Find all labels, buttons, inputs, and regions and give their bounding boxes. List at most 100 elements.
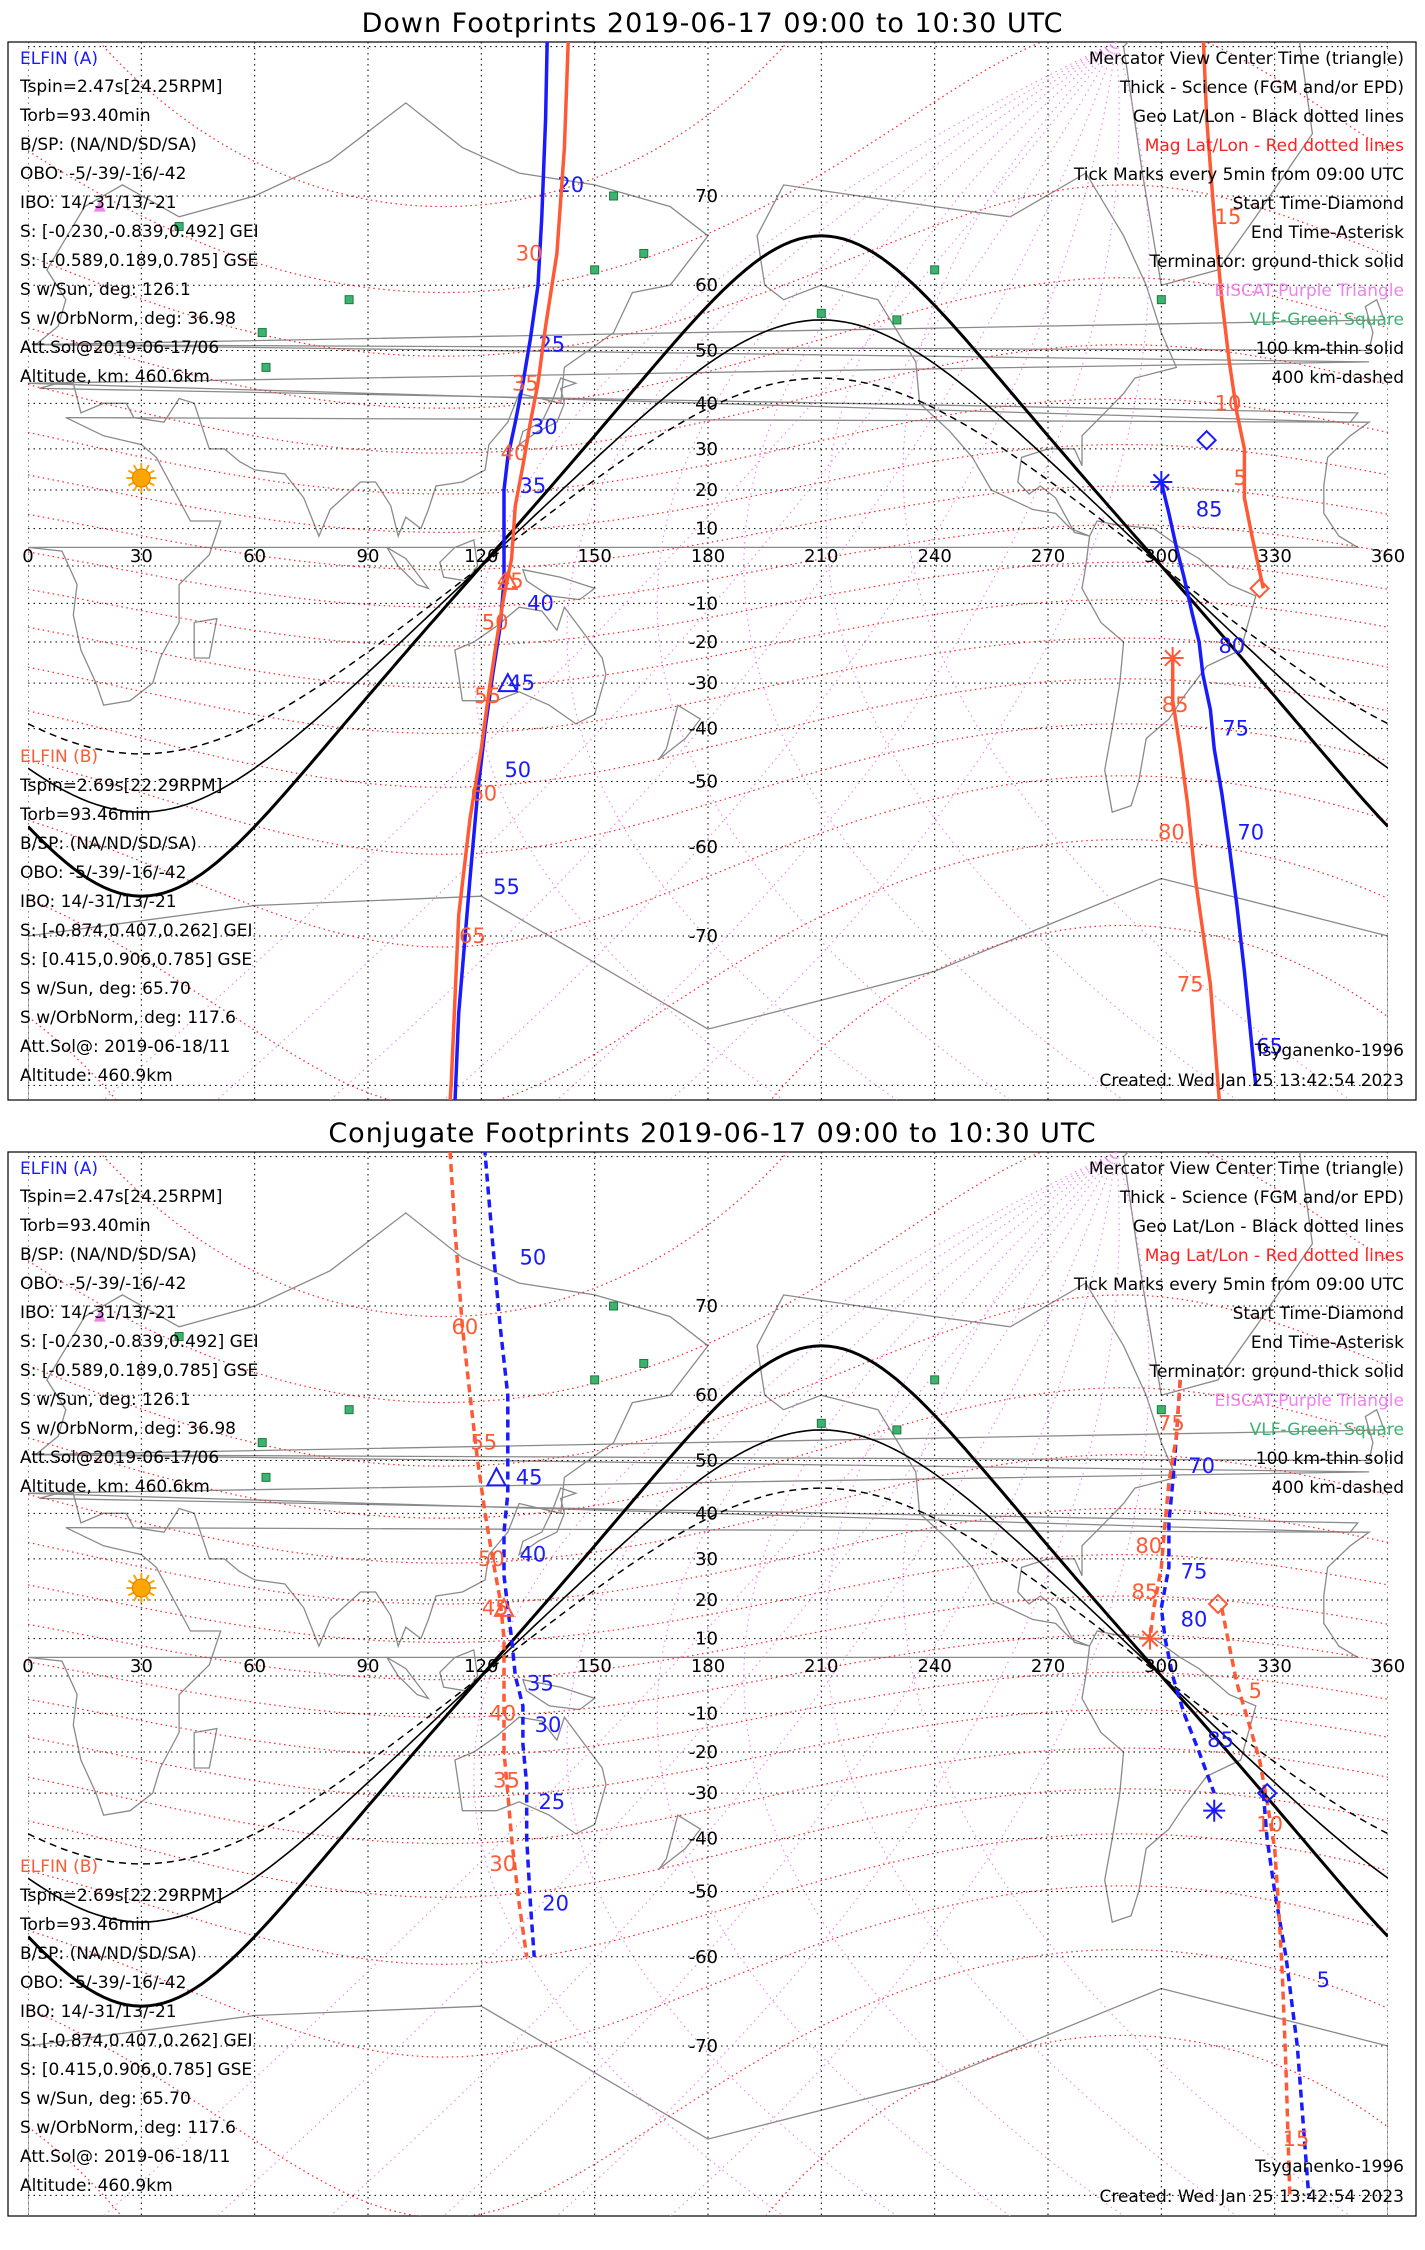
elfin-b-info-line: Tspin=2.69s[22.29RPM]: [19, 776, 222, 796]
legend: Mercator View Center Time (triangle) Thic…: [1073, 1159, 1404, 1498]
track-line: [1261, 1792, 1311, 2196]
mag-meridian-line: [743, 1152, 1124, 2216]
tick-label: 30: [516, 241, 543, 265]
tick-label: 55: [493, 875, 520, 899]
mag-latitude-line: [28, 1671, 1388, 1757]
mag-meridian-line: [103, 1152, 1117, 2216]
tick-label: 10: [1215, 0, 1242, 11]
mag-latitude-line: [28, 1507, 1388, 1605]
elfin-b-info-line: OBO: -5/-39/-16/-42: [20, 863, 186, 883]
sun-disc: [131, 468, 151, 488]
lat-tick-label: -10: [689, 593, 718, 614]
mag-latitude-line: [28, 1885, 1388, 2058]
tick-label: 65: [1256, 1034, 1283, 1058]
start-diamond-b: [1249, 577, 1270, 599]
lon-tick-label: 60: [243, 1656, 266, 1677]
axis-labels: 0 30 60 90 120 150 180 210 240 270 300 330 360 70 60 50…: [22, 1296, 1405, 2057]
lat-tick-label: -70: [689, 926, 718, 947]
track-line: [1159, 481, 1258, 1086]
elfin-a-info-line: OBO: -5/-39/-16/-42: [20, 1274, 186, 1294]
lat-tick-label: 30: [695, 439, 718, 460]
lat-tick-label: 70: [695, 1296, 718, 1317]
legend-item: Mag Lat/Lon - Red dotted lines: [1145, 1246, 1404, 1266]
elfin-b-info-line: Altitude: 460.9km: [20, 1066, 173, 1086]
mag-meridian-line: [669, 42, 1150, 1100]
created-label: Created: Wed Jan 25 13:42:54 2023: [1099, 2187, 1404, 2207]
elfin-b-info-line: Altitude: 460.9km: [20, 2176, 173, 2196]
elfin-a-info-line: IBO: 14/-31/13/-21: [20, 1303, 177, 1323]
elfin-a-name: ELFIN (A): [20, 1159, 98, 1179]
lon-tick-label: 270: [1031, 1656, 1065, 1677]
mag-latitude-line: [28, 1553, 1388, 1644]
vlf-square: [609, 1301, 619, 1311]
elfin-a-info: ELFIN (A) Tspin=2.47s[24.25RPM] Torb=93.40…: [19, 49, 259, 387]
tick-label: 55: [474, 684, 501, 708]
vlf-square: [1156, 1405, 1166, 1415]
mag-latitude-line: [28, 1708, 1388, 1799]
tick-label: 40: [501, 441, 528, 465]
model-label: Tsyganenko-1996: [1254, 1041, 1404, 1061]
end-asterisk-a: [1150, 471, 1173, 494]
vlf-square: [344, 1405, 354, 1415]
lon-tick-label: 360: [1371, 546, 1405, 567]
elfin-a-name: ELFIN (A): [20, 49, 98, 69]
vlf-square: [261, 362, 271, 372]
legend-item: Geo Lat/Lon - Black dotted lines: [1133, 1217, 1404, 1237]
tick-label: 35: [527, 1671, 554, 1695]
elfin-b-info-line: S: [0.415,0.906,0.785] GSE: [20, 2060, 252, 2080]
lon-tick-label: 210: [804, 546, 838, 567]
mag-grid: [28, 1152, 1388, 2216]
lon-tick-label: 90: [357, 546, 380, 567]
lon-tick-label: 120: [464, 546, 498, 567]
legend-item: Start Time-Diamond: [1233, 194, 1404, 214]
elfin-a-info-line: Altitude, km: 460.6km: [20, 367, 210, 387]
elfin-b-info-line: B/SP: (NA/ND/SD/SA): [20, 834, 197, 854]
legend-item: VLF-Green Square: [1250, 310, 1404, 330]
elfin-b-info: ELFIN (B) Tspin=2.69s[22.29RPM] Torb=93.46…: [19, 747, 252, 1086]
elfin-b-info-line: S: [-0.874,0.407,0.262] GEI: [20, 2031, 252, 2051]
tick-label: 10: [1256, 1812, 1283, 1836]
legend-item: Tick Marks every 5min from 09:00 UTC: [1073, 165, 1404, 185]
elfin-b-info-line: S: [-0.874,0.407,0.262] GEI: [20, 921, 252, 941]
lon-tick-label: 240: [917, 1656, 951, 1677]
tick-label: 80: [1135, 1534, 1162, 1558]
track-line: [1159, 1379, 1216, 1794]
lon-tick-label: 210: [804, 1656, 838, 1677]
mag-latitude-line: [28, 397, 1388, 495]
tick-label: 80: [1218, 634, 1245, 658]
elfin-a-info-line: B/SP: (NA/ND/SD/SA): [20, 1245, 197, 1265]
elfin-b-info-line: IBO: 14/-31/13/-21: [20, 2002, 177, 2022]
asterisk-stroke: [1152, 473, 1170, 491]
tick-label: 15: [1283, 2127, 1310, 2151]
eiscat-triangle: [93, 1310, 106, 1322]
elfin-b-info-line: S w/OrbNorm, deg: 117.6: [20, 2118, 236, 2138]
end-asterisk-b: [1161, 647, 1184, 670]
center-triangle-a: [497, 671, 519, 693]
start-diamond-b: [1207, 1593, 1229, 1615]
lat-tick-label: 50: [695, 341, 718, 362]
tick-label: 25: [538, 1790, 565, 1814]
lat-tick-label: -60: [689, 1947, 718, 1968]
elfin-a-info-line: Torb=93.40min: [19, 106, 151, 126]
vlf-square: [261, 1472, 271, 1482]
elfin-a-info-line: Tspin=2.47s[24.25RPM]: [19, 77, 222, 97]
legend-item: Thick - Science (FGM and/or EPD): [1119, 1188, 1404, 1208]
elfin-a-info-line: Tspin=2.47s[24.25RPM]: [19, 1187, 222, 1207]
lon-tick-label: 180: [691, 1656, 725, 1677]
lon-tick-label: 60: [243, 546, 266, 567]
legend-item: 100 km-thin solid: [1256, 1449, 1404, 1469]
lon-tick-label: 300: [1144, 1656, 1178, 1677]
lon-tick-label: 330: [1257, 546, 1291, 567]
elfin-a-info-line: S: [-0.589,0.189,0.785] GSE: [20, 251, 258, 271]
tick-label: 30: [489, 1852, 516, 1876]
terminator: [28, 1344, 1388, 2008]
elfin-a-info-line: S: [-0.230,-0.839,0.492] GEI: [20, 1332, 259, 1352]
vlf-square: [892, 1425, 902, 1435]
tick-label: 70: [1237, 820, 1264, 844]
lat-tick-label: 30: [695, 1549, 718, 1570]
track-line: [448, 42, 570, 1100]
created-label: Created: Wed Jan 25 13:42:54 2023: [1099, 1071, 1404, 1091]
start-diamond-a: [1196, 429, 1218, 451]
vlf-square: [1156, 295, 1166, 305]
